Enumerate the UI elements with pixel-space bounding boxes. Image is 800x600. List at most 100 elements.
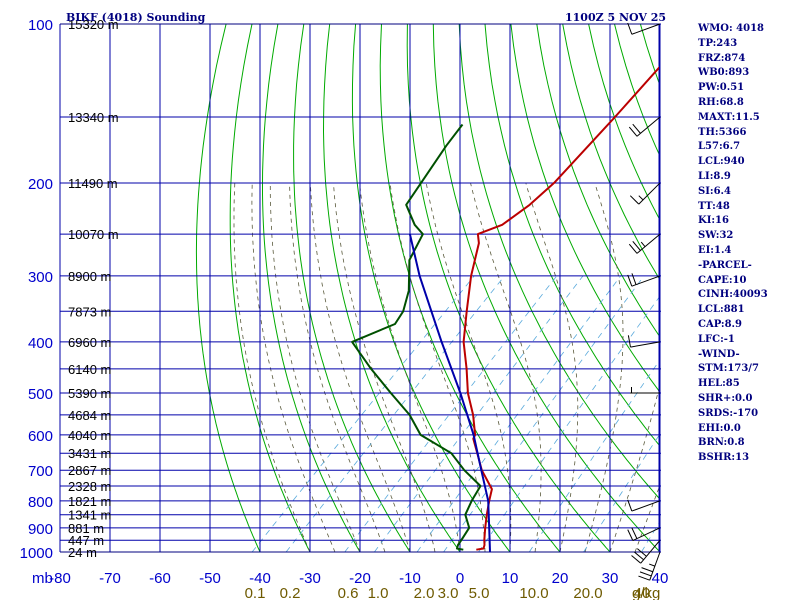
moist-adiabat: [634, 486, 659, 552]
pressure-tick-label: 500: [28, 386, 53, 403]
wind-barb: [630, 387, 660, 394]
moist-adiabat: [584, 182, 624, 552]
index-item: PW:0.51: [698, 82, 745, 94]
height-label: 11490 m: [68, 176, 118, 191]
mixing-ratio-line: [416, 275, 622, 552]
pressure-tick-label: 200: [28, 176, 53, 193]
dry-adiabat: [195, 24, 261, 552]
index-item: BRN:0.8: [698, 437, 745, 449]
dry-adiabat: [322, 24, 461, 552]
height-label: 6140 m: [68, 362, 111, 377]
dry-adiabat: [229, 24, 311, 552]
wind-barb: [627, 527, 661, 541]
mixing-ratio-label: 2.0: [414, 585, 435, 600]
mixing-ratio-label: 40: [634, 585, 651, 600]
temperature-tick-label: -80: [49, 570, 71, 587]
wind-barb: [627, 499, 661, 512]
index-item: LI:8.9: [698, 170, 731, 182]
temperature-tick-label: 10: [502, 570, 519, 587]
mixing-ratio-label: 5.0: [469, 585, 490, 600]
dry-adiabat: [588, 24, 659, 220]
mixing-ratio-line: [344, 275, 558, 552]
height-label: 3431 m: [68, 446, 111, 461]
moist-adiabat: [609, 386, 659, 552]
moist-adiabat: [269, 182, 361, 552]
mixing-ratio-label: 10.0: [519, 585, 548, 600]
moist-adiabat: [310, 182, 411, 552]
mixing-ratio-label: 20.0: [573, 585, 602, 600]
temperature-tick-label: -50: [199, 570, 221, 587]
height-label: 1821 m: [68, 494, 111, 509]
mixing-ratio-line: [374, 275, 584, 552]
height-label: 2328 m: [68, 479, 111, 494]
index-item: EHI:0.0: [698, 422, 741, 434]
temperature-tick-label: -60: [149, 570, 171, 587]
pressure-tick-label: 600: [28, 428, 53, 445]
index-item: LFC:-1: [698, 333, 735, 345]
dry-adiabat: [293, 24, 411, 552]
height-label: 13340 m: [68, 110, 119, 125]
index-item: SI:6.4: [698, 185, 731, 197]
index-item: CINH:40093: [698, 289, 768, 301]
height-label: 5390 m: [68, 386, 111, 401]
dry-adiabat: [406, 24, 611, 552]
index-item: TP:243: [698, 37, 738, 49]
wind-barb: [627, 273, 661, 287]
height-label: 881 m: [68, 521, 104, 536]
height-label: 8900 m: [68, 269, 111, 284]
index-item: TT:48: [698, 200, 730, 212]
index-item: -WIND-: [698, 348, 740, 360]
pressure-tick-label: 800: [28, 494, 53, 511]
height-label: 1341 m: [68, 508, 111, 523]
wind-barb: [627, 335, 661, 348]
moist-adiabat: [233, 182, 311, 552]
moist-adiabat: [389, 182, 486, 552]
dry-adiabat: [458, 24, 659, 499]
temperature-tick-label: -10: [399, 570, 421, 587]
pressure-tick-label: 1000: [20, 545, 53, 562]
valid-time: 1100Z 5 NOV 25: [565, 11, 666, 24]
index-item: LCL:940: [698, 156, 745, 168]
mixing-ratio-line: [251, 275, 475, 552]
wind-barb: [628, 116, 661, 137]
index-item: WB0:893: [698, 67, 750, 79]
height-label: 15320 m: [68, 17, 119, 32]
mixing-ratio-label: 0.2: [280, 585, 301, 600]
index-item: L57:6.7: [698, 141, 741, 153]
grid-lines: [59, 23, 661, 553]
height-label: 24 m: [68, 545, 97, 560]
height-label: 4040 m: [68, 428, 111, 443]
temperature-profile-line: [462, 66, 659, 551]
height-label: 7873 m: [68, 304, 111, 319]
index-item: TH:5366: [698, 126, 747, 138]
wind-barb: [628, 233, 661, 254]
temperature-tick-label: -70: [99, 570, 121, 587]
sounding-series: [351, 66, 659, 552]
chart-title: BIKF (4018) Sounding: [66, 11, 206, 24]
index-item: -PARCEL-: [698, 259, 752, 271]
index-item: WMO: 4018: [698, 23, 765, 34]
wind-barb: [638, 551, 661, 581]
temperature-tick-label: -30: [299, 570, 321, 587]
moist-adiabat: [470, 182, 542, 552]
index-item: KI:16: [698, 215, 729, 227]
pressure-tick-label: 900: [28, 521, 53, 538]
temperature-tick-label: 30: [602, 570, 619, 587]
index-item: CAP:8.9: [698, 318, 742, 330]
pressure-tick-label: 300: [28, 269, 53, 286]
height-label: 447 m: [68, 533, 104, 548]
stability-index-panel: WMO: 4018 TP:243 FRZ:874 WB0:893 PW:0.51 RH:6…: [698, 22, 768, 466]
temperature-tick-label: -40: [249, 570, 271, 587]
mixing-ratio-line: [285, 275, 505, 552]
dry-adiabat: [796, 24, 800, 552]
index-item: HEL:85: [698, 378, 740, 390]
pressure-tick-label: 400: [28, 335, 53, 352]
index-item: RH:68.8: [698, 96, 744, 108]
index-item: SRDS:-170: [698, 407, 759, 419]
wind-barb: [629, 182, 661, 205]
dry-adiabat: [770, 24, 800, 552]
index-item: SHR+:0.0: [698, 392, 753, 404]
mixing-ratio-label: 1.0: [368, 585, 389, 600]
